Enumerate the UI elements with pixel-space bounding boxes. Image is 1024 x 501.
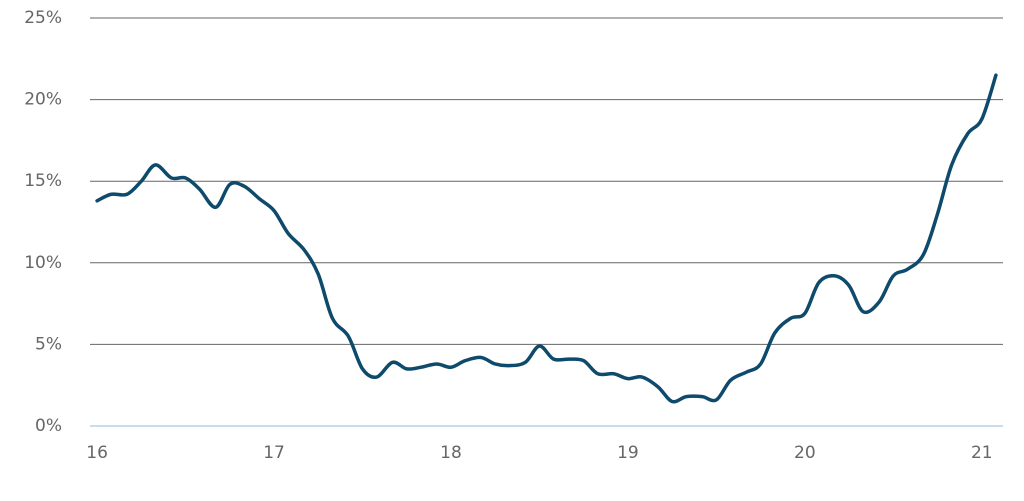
x-tick-label: 17	[263, 443, 285, 463]
y-tick-label: 10%	[24, 253, 62, 273]
x-tick-label: 16	[86, 443, 108, 463]
y-tick-label: 25%	[24, 8, 62, 28]
x-tick-label: 18	[440, 443, 462, 463]
y-tick-label: 5%	[35, 334, 62, 354]
y-tick-label: 20%	[24, 90, 62, 110]
x-tick-label: 19	[617, 443, 639, 463]
y-tick-label: 0%	[35, 416, 62, 436]
x-tick-label: 21	[971, 443, 993, 463]
y-tick-label: 15%	[24, 171, 62, 191]
data-line	[95, 73, 998, 404]
x-tick-label: 20	[794, 443, 816, 463]
